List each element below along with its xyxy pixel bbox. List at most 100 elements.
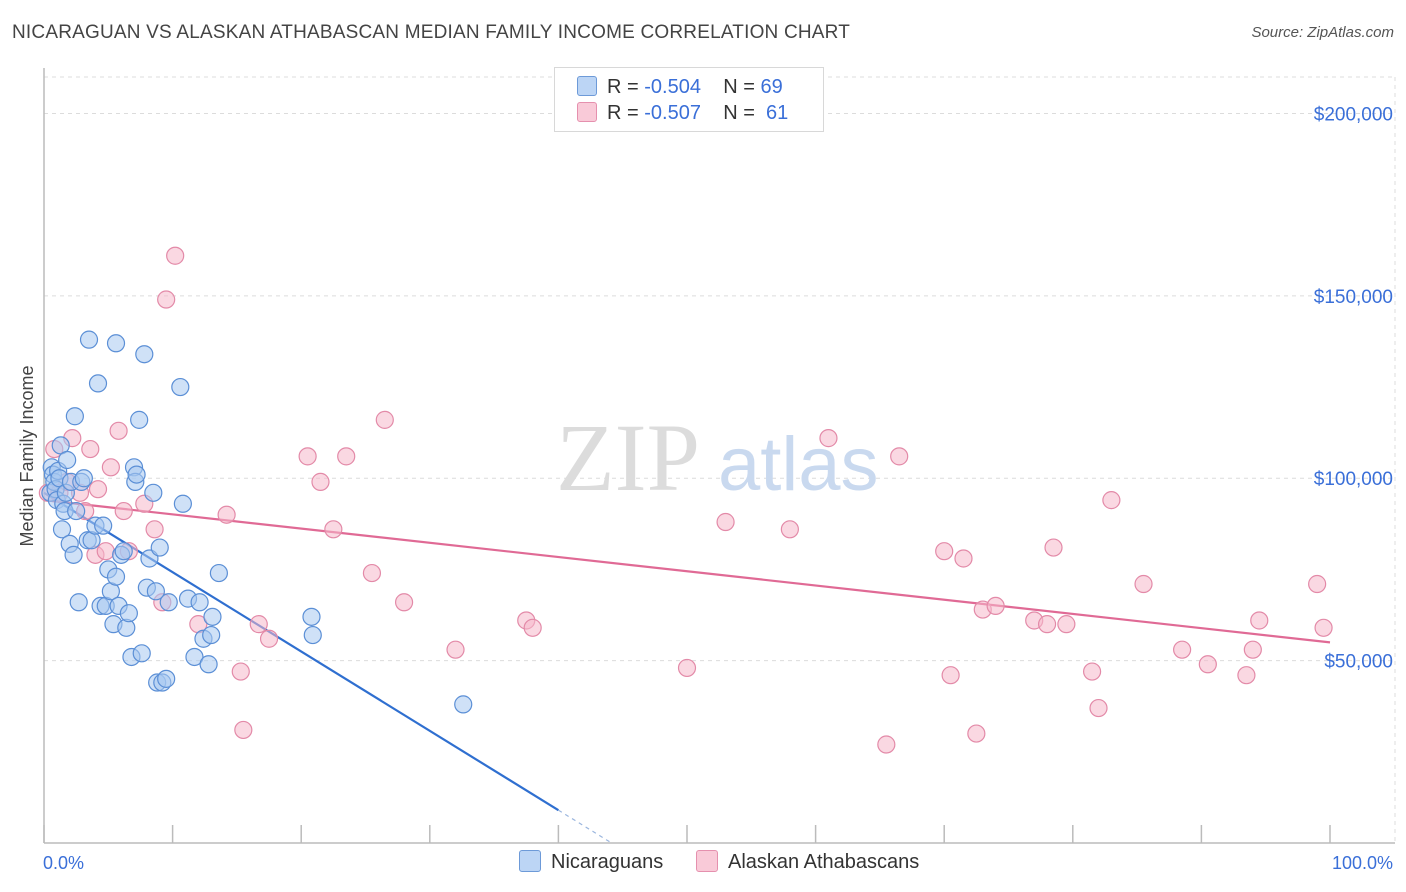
legend-swatch-pink xyxy=(696,850,718,872)
data-point-alaskan-athabascan xyxy=(1198,655,1217,674)
legend-r-value: -0.504 xyxy=(644,76,701,98)
data-point-alaskan-athabascan xyxy=(1173,640,1192,659)
data-point-nicaraguan xyxy=(106,567,126,586)
data-point-alaskan-athabascan xyxy=(967,724,986,743)
legend-item-label: Alaskan Athabascans xyxy=(728,851,920,873)
data-point-nicaraguan xyxy=(171,377,190,397)
data-point-alaskan-athabascan xyxy=(114,501,133,521)
data-point-nicaraguan xyxy=(74,469,93,488)
data-point-alaskan-athabascan xyxy=(311,472,330,491)
data-point-alaskan-athabascan xyxy=(259,629,279,648)
data-point-alaskan-athabascan xyxy=(101,458,120,477)
data-point-nicaraguan xyxy=(119,604,138,623)
data-point-alaskan-athabascan xyxy=(677,658,697,678)
data-point-nicaraguan xyxy=(157,669,176,688)
data-point-nicaraguan xyxy=(65,407,84,426)
y-tick-label: $100,000 xyxy=(1314,469,1393,490)
data-point-alaskan-athabascan xyxy=(337,447,356,466)
data-point-alaskan-athabascan xyxy=(81,439,100,459)
data-point-alaskan-athabascan xyxy=(716,512,735,532)
data-point-nicaraguan xyxy=(144,483,163,502)
data-point-alaskan-athabascan xyxy=(1037,615,1057,634)
legend-r-label: R = xyxy=(607,76,645,98)
legend-n-value: 61 xyxy=(766,102,789,124)
data-point-alaskan-athabascan xyxy=(1089,698,1108,718)
data-point-nicaraguan xyxy=(199,655,218,674)
x-tick-label-max: 100.0% xyxy=(1332,853,1393,873)
legend-n-label: N = xyxy=(723,102,761,124)
series-legend: Nicaraguans Alaskan Athabascans xyxy=(0,850,1406,878)
data-point-nicaraguan xyxy=(302,607,321,626)
x-tick-label-min: 0.0% xyxy=(43,853,84,873)
data-point-nicaraguan xyxy=(67,501,86,521)
data-point-alaskan-athabascan xyxy=(1237,666,1256,685)
data-point-nicaraguan xyxy=(52,520,72,539)
legend-swatch-blue xyxy=(519,850,541,872)
data-point-alaskan-athabascan xyxy=(877,735,896,754)
data-point-nicaraguan xyxy=(58,450,77,470)
data-point-nicaraguan xyxy=(127,465,146,484)
data-point-nicaraguan xyxy=(132,644,151,663)
data-point-alaskan-athabascan xyxy=(935,542,954,561)
data-point-alaskan-athabascan xyxy=(954,549,973,568)
trend-line-nicaraguans-extension xyxy=(558,809,611,843)
legend-swatch-blue xyxy=(577,76,597,96)
data-point-nicaraguan xyxy=(114,542,133,561)
legend-item-nicaraguans[interactable]: Nicaraguans xyxy=(519,850,663,874)
data-point-nicaraguan xyxy=(202,625,221,645)
data-point-alaskan-athabascan xyxy=(941,666,960,685)
data-point-nicaraguan xyxy=(146,582,165,601)
data-point-alaskan-athabascan xyxy=(446,640,465,659)
data-point-nicaraguan xyxy=(69,593,88,612)
data-point-alaskan-athabascan xyxy=(166,246,185,265)
data-point-nicaraguan xyxy=(190,593,209,612)
y-tick-label: $150,000 xyxy=(1314,287,1393,308)
y-tick-label: $50,000 xyxy=(1324,652,1393,673)
data-point-alaskan-athabascan xyxy=(109,421,128,440)
data-point-alaskan-athabascan xyxy=(1243,640,1262,659)
data-point-nicaraguan xyxy=(185,647,204,667)
data-point-nicaraguan xyxy=(79,330,99,349)
data-point-alaskan-athabascan xyxy=(88,480,108,499)
data-point-nicaraguan xyxy=(88,374,108,393)
data-point-alaskan-athabascan xyxy=(1134,574,1153,594)
data-point-alaskan-athabascan xyxy=(234,720,253,740)
y-tick-label: $200,000 xyxy=(1314,104,1393,125)
data-point-alaskan-athabascan xyxy=(375,410,394,429)
data-point-alaskan-athabascan xyxy=(249,615,268,634)
trend-line-alaskan-athabascans xyxy=(43,499,1331,644)
legend-item-alaskan-athabascans[interactable]: Alaskan Athabascans xyxy=(696,850,919,874)
data-point-nicaraguan xyxy=(130,410,149,429)
data-point-nicaraguan xyxy=(159,593,178,612)
trend-line-nicaraguans xyxy=(43,491,559,812)
data-point-nicaraguan xyxy=(173,494,192,513)
data-point-alaskan-athabascan xyxy=(1102,491,1121,510)
data-point-nicaraguan xyxy=(150,538,169,557)
data-point-alaskan-athabascan xyxy=(298,447,317,466)
data-point-nicaraguan xyxy=(64,545,83,564)
data-point-alaskan-athabascan xyxy=(145,520,164,539)
data-point-alaskan-athabascan xyxy=(1044,538,1063,557)
y-axis-tick-labels: $50,000 $100,000 $150,000 $200,000 xyxy=(1314,104,1393,672)
data-point-nicaraguan xyxy=(203,607,222,626)
legend-n-label: N = xyxy=(723,76,761,98)
watermark: ZIP atlas xyxy=(556,404,879,511)
data-point-alaskan-athabascan xyxy=(1314,618,1333,637)
chart-title: NICARAGUAN VS ALASKAN ATHABASCAN MEDIAN … xyxy=(12,22,851,43)
series-nicaraguans xyxy=(41,330,473,714)
legend-r-label: R = xyxy=(607,102,645,124)
data-point-nicaraguan xyxy=(106,334,126,353)
y-axis-label: Median Family Income xyxy=(17,365,37,546)
legend-row-nicaraguans: R = -0.504 N = 69 xyxy=(577,76,783,104)
data-point-alaskan-athabascan xyxy=(362,563,382,583)
data-point-alaskan-athabascan xyxy=(231,662,250,681)
data-point-alaskan-athabascan xyxy=(1250,611,1269,630)
legend-n-value: 69 xyxy=(760,76,783,98)
data-point-alaskan-athabascan xyxy=(890,447,909,466)
data-point-nicaraguan xyxy=(303,625,322,645)
watermark-zip: ZIP xyxy=(556,404,700,511)
data-point-alaskan-athabascan xyxy=(780,520,799,539)
data-point-nicaraguan xyxy=(454,695,473,714)
axes xyxy=(43,68,1395,844)
data-point-alaskan-athabascan xyxy=(819,429,838,448)
